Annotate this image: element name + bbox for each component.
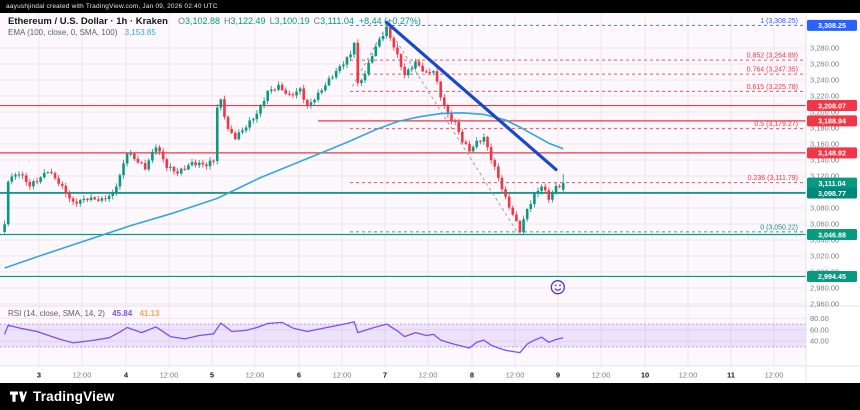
svg-text:0.852 (3,264.89): 0.852 (3,264.89) bbox=[747, 53, 798, 60]
ohlc-high-label: H bbox=[224, 16, 231, 26]
ema-line[interactable] bbox=[4, 112, 564, 269]
svg-text:9: 9 bbox=[556, 371, 560, 380]
svg-text:4: 4 bbox=[124, 371, 129, 380]
grid bbox=[0, 13, 806, 366]
svg-text:12:00: 12:00 bbox=[506, 371, 525, 380]
watermark-text: aayushjindal created with TradingView.co… bbox=[6, 3, 218, 10]
svg-text:0.5 (3,179.27): 0.5 (3,179.27) bbox=[754, 121, 798, 128]
ohlc-close-value: 3,111.04 bbox=[320, 16, 354, 26]
svg-text:3,308.25: 3,308.25 bbox=[818, 21, 846, 30]
svg-text:12:00: 12:00 bbox=[592, 371, 611, 380]
trendline[interactable] bbox=[385, 20, 558, 172]
svg-text:0 (3,050.22): 0 (3,050.22) bbox=[760, 224, 798, 231]
watermark-bar: aayushjindal created with TradingView.co… bbox=[0, 0, 860, 13]
svg-text:60.00: 60.00 bbox=[810, 325, 829, 334]
rsi-label: RSI (14, close, SMA, 14, 2) bbox=[8, 309, 105, 318]
svg-text:12:00: 12:00 bbox=[160, 371, 179, 380]
svg-text:3,200.00: 3,200.00 bbox=[810, 108, 839, 117]
svg-text:80.00: 80.00 bbox=[810, 314, 829, 323]
rsi-value-ma: 41.13 bbox=[139, 309, 160, 318]
price-axis[interactable]: 2,960.002,980.003,000.003,020.003,040.00… bbox=[806, 13, 860, 366]
svg-text:11: 11 bbox=[727, 371, 735, 380]
svg-text:2,980.00: 2,980.00 bbox=[810, 284, 839, 293]
svg-text:3,160.00: 3,160.00 bbox=[810, 140, 839, 149]
svg-text:12:00: 12:00 bbox=[246, 371, 265, 380]
svg-text:3,220.00: 3,220.00 bbox=[810, 92, 839, 101]
symbol-title: Ethereum / U.S. Dollar · 1h · Kraken bbox=[8, 16, 168, 27]
ohlc-low-value: 3,100.19 bbox=[274, 16, 310, 26]
svg-text:3,098.77: 3,098.77 bbox=[818, 189, 846, 198]
svg-text:3,040.00: 3,040.00 bbox=[810, 236, 839, 245]
price-chart-canvas[interactable]: 1 (3,308.25) 0.852 (3,264.89) 0.764 (3,247… bbox=[0, 13, 860, 383]
symbol-legend[interactable]: Ethereum / U.S. Dollar · 1h · Kraken O3,1… bbox=[8, 16, 421, 27]
smiley-annotation[interactable] bbox=[550, 280, 565, 295]
svg-text:3,111.04: 3,111.04 bbox=[818, 179, 845, 188]
svg-text:8: 8 bbox=[470, 371, 474, 380]
pane-borders bbox=[0, 13, 860, 383]
rsi-line[interactable] bbox=[3, 321, 564, 354]
ema-legend[interactable]: EMA (100, close, 0, SMA, 100) 3,153.85 bbox=[8, 28, 156, 37]
svg-text:3,280.00: 3,280.00 bbox=[810, 44, 839, 53]
price-tags: 3,308.25 3,208.07 3,188.94 3,148.92 3,111.04… bbox=[807, 19, 857, 282]
rsi-legend[interactable]: RSI (14, close, SMA, 14, 2) 45.84 41.13 bbox=[8, 309, 159, 318]
svg-text:2,960.00: 2,960.00 bbox=[810, 300, 839, 309]
svg-text:3,240.00: 3,240.00 bbox=[810, 76, 839, 85]
svg-text:12:00: 12:00 bbox=[679, 371, 698, 380]
ema-value: 3,153.85 bbox=[124, 28, 156, 37]
svg-text:12:00: 12:00 bbox=[419, 371, 438, 380]
svg-text:3,060.00: 3,060.00 bbox=[810, 220, 839, 229]
ohlc-open-label: O bbox=[177, 16, 185, 26]
svg-text:3: 3 bbox=[37, 371, 41, 380]
ohlc-high-value: 3,122.49 bbox=[230, 16, 266, 26]
fib-levels[interactable]: 1 (3,308.25) 0.852 (3,264.89) 0.764 (3,247… bbox=[350, 18, 806, 233]
price-change: +8.44 (+0.27%) bbox=[358, 16, 421, 26]
svg-text:3,188.94: 3,188.94 bbox=[818, 117, 846, 126]
tradingview-logo-icon[interactable] bbox=[10, 390, 27, 403]
svg-text:3,046.88: 3,046.88 bbox=[818, 230, 846, 239]
candles bbox=[3, 23, 565, 235]
svg-text:3,120.00: 3,120.00 bbox=[810, 172, 839, 181]
svg-text:0.764 (3,247.35): 0.764 (3,247.35) bbox=[747, 67, 798, 74]
svg-text:5: 5 bbox=[210, 371, 214, 380]
svg-text:0.615 (3,225.78): 0.615 (3,225.78) bbox=[747, 84, 798, 91]
svg-text:3,140.00: 3,140.00 bbox=[810, 156, 839, 165]
chart-stage: 1 (3,308.25) 0.852 (3,264.89) 0.764 (3,247… bbox=[0, 13, 860, 383]
ohlc-open-value: 3,102.88 bbox=[184, 16, 221, 26]
time-axis[interactable]: 3 12:00 4 12:00 5 12:00 6 12:00 7 12:00 8 12:00 9 12:… bbox=[0, 366, 860, 383]
ema-label: EMA (100, close, 0, SMA, 100) bbox=[8, 28, 118, 37]
tradingview-brand[interactable]: TradingView bbox=[33, 389, 115, 404]
svg-text:12:00: 12:00 bbox=[73, 371, 92, 380]
svg-text:12:00: 12:00 bbox=[333, 371, 352, 380]
ohlc-low-label: L bbox=[269, 16, 275, 26]
svg-text:40.00: 40.00 bbox=[810, 337, 829, 346]
ohlc-close-label: C bbox=[313, 16, 321, 26]
rsi-value-main: 45.84 bbox=[112, 309, 133, 318]
fib-guide-dashes bbox=[351, 25, 519, 234]
svg-text:7: 7 bbox=[383, 371, 387, 380]
svg-text:10: 10 bbox=[641, 371, 649, 380]
svg-text:6: 6 bbox=[297, 371, 301, 380]
svg-text:3,148.92: 3,148.92 bbox=[818, 149, 846, 158]
svg-text:3,208.07: 3,208.07 bbox=[818, 101, 846, 110]
svg-text:3,260.00: 3,260.00 bbox=[810, 60, 839, 69]
footer-bar: TradingView bbox=[0, 383, 860, 410]
svg-text:12:00: 12:00 bbox=[765, 371, 784, 380]
svg-text:3,180.00: 3,180.00 bbox=[810, 124, 839, 133]
svg-text:3,080.00: 3,080.00 bbox=[810, 204, 839, 213]
svg-text:0.236 (3,111.79): 0.236 (3,111.79) bbox=[748, 175, 798, 182]
svg-text:1 (3,308.25): 1 (3,308.25) bbox=[760, 18, 798, 25]
svg-text:2,994.45: 2,994.45 bbox=[818, 272, 846, 281]
svg-text:3,020.00: 3,020.00 bbox=[810, 252, 839, 261]
